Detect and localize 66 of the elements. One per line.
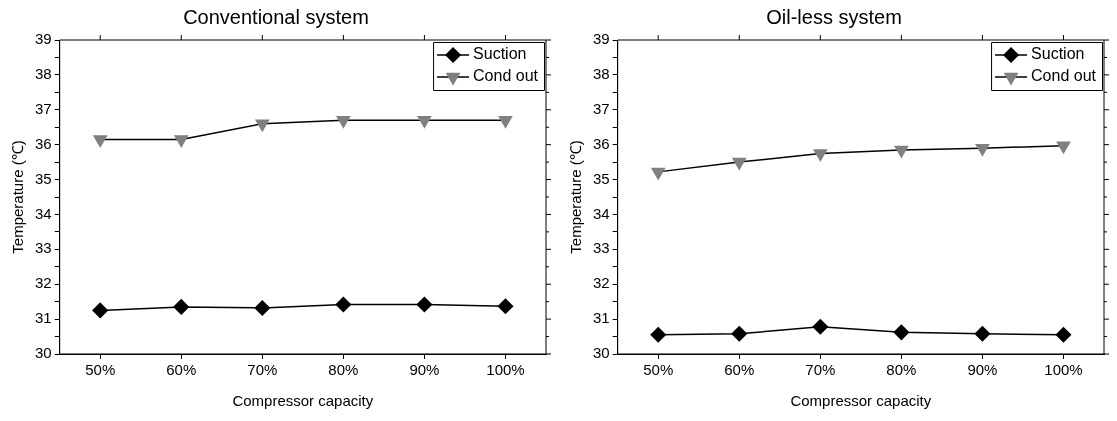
point (651, 167, 666, 180)
x-tick-label: 50% (643, 361, 674, 379)
x-tick-label: 60% (166, 361, 197, 379)
y-tick-label: 35 (35, 169, 52, 187)
y-tick-label: 39 (593, 30, 610, 48)
point (255, 119, 270, 132)
y-tick-label: 36 (593, 134, 610, 152)
point (975, 143, 990, 156)
y-tick-label: 35 (593, 169, 610, 187)
legend-label: Cond out (473, 67, 539, 85)
y-tick-label: 30 (593, 344, 610, 362)
point (336, 115, 351, 128)
legend-label: Cond out (1031, 67, 1097, 85)
x-axis-title: Compressor capacity (232, 392, 374, 410)
point (1055, 327, 1072, 343)
x-tick-label: 80% (328, 361, 359, 379)
y-tick-label: 32 (593, 274, 610, 292)
y-tick-label: 30 (35, 344, 52, 362)
point (893, 324, 910, 341)
y-tick-label: 37 (593, 99, 610, 117)
point (335, 296, 352, 313)
x-axis-title: Compressor capacity (790, 392, 932, 410)
y-tick-label: 31 (593, 309, 610, 327)
x-tick-label: 70% (247, 361, 278, 379)
x-tick-label: 90% (409, 361, 440, 379)
x-tick-label: 100% (486, 361, 525, 379)
point (92, 302, 108, 319)
x-tick-label: 90% (967, 361, 998, 379)
point (497, 298, 514, 314)
y-tick-label: 39 (35, 30, 52, 48)
chart-title: Conventional system (183, 5, 369, 28)
point (173, 299, 190, 315)
legend-label: Suction (473, 45, 527, 63)
y-axis-title: Temperature (℃) (9, 140, 27, 254)
point (416, 296, 433, 313)
point (417, 115, 432, 128)
point (813, 149, 828, 162)
point (254, 300, 271, 316)
x-tick-label: 60% (724, 361, 755, 379)
y-tick-label: 37 (35, 99, 52, 117)
point (894, 145, 909, 158)
point (812, 319, 829, 335)
x-tick-label: 80% (886, 361, 917, 379)
point (93, 135, 108, 148)
y-tick-label: 32 (35, 274, 52, 292)
y-tick-label: 34 (35, 204, 52, 222)
y-tick-label: 33 (35, 239, 52, 257)
point (974, 326, 991, 342)
point (174, 135, 189, 148)
y-tick-label: 38 (35, 65, 52, 83)
point (498, 115, 513, 128)
x-tick-label: 100% (1044, 361, 1083, 379)
point (732, 157, 747, 170)
y-tick-label: 36 (35, 134, 52, 152)
y-tick-label: 31 (35, 309, 52, 327)
point (650, 327, 666, 343)
x-tick-label: 70% (805, 361, 836, 379)
point (1056, 141, 1071, 154)
point (731, 326, 748, 342)
x-tick-label: 50% (85, 361, 116, 379)
y-tick-label: 38 (593, 65, 610, 83)
y-axis-title: Temperature (℃) (567, 140, 585, 254)
chart-title: Oil-less system (766, 5, 902, 28)
legend-label: Suction (1031, 45, 1085, 63)
y-tick-label: 33 (593, 239, 610, 257)
y-tick-label: 34 (593, 204, 610, 222)
